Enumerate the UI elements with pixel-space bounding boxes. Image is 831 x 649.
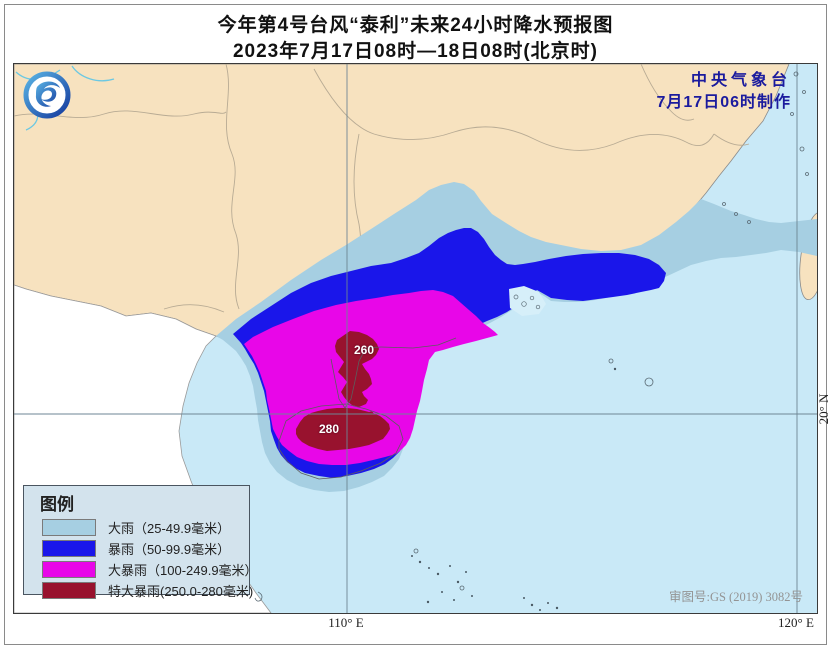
province-boundaries [14, 64, 750, 313]
legend-swatch-extreme-rainstorm [42, 581, 96, 599]
legend-swatch-heavy-rain [42, 518, 96, 536]
x-tick-120e: 120° E [778, 615, 814, 630]
legend-swatch-rainstorm [42, 539, 96, 557]
legend-label-extreme-rainstorm: 特大暴雨(250.0-280毫米) [108, 583, 254, 599]
map-title-line1: 今年第4号台风“泰利”未来24小时降水预报图 [217, 15, 614, 36]
contour-label-280: 280 [319, 422, 340, 436]
legend-row-rainstorm: 暴雨（50-99.9毫米） [24, 538, 249, 558]
coastline-overlays [278, 337, 457, 480]
sea-islands [254, 71, 809, 611]
legend-label-heavy-rain: 大雨（25-49.9毫米） [108, 520, 231, 536]
x-tick-110e: 110° E [328, 615, 364, 630]
rain-area-extreme-hainan [296, 408, 390, 451]
legend-label-heavy-rainstorm: 大暴雨（100-249.9毫米） [108, 562, 258, 578]
legend-row-heavy-rain: 大雨（25-49.9毫米） [24, 517, 249, 537]
legend-box: 图例 大雨（25-49.9毫米） 暴雨（50-99.9毫米） 大暴雨（100-2… [23, 485, 258, 599]
issue-time: 7月17日06时制作 [656, 94, 791, 111]
estuary-islands [513, 294, 541, 310]
map-approval-number: 审图号:GS (2019) 3082号 [668, 590, 803, 604]
agency-name: 中央气象台 [690, 72, 791, 89]
contour-label-260: 260 [354, 343, 375, 357]
graticule-lines [14, 64, 817, 613]
legend-row-heavy-rainstorm: 大暴雨（100-249.9毫米） [24, 559, 258, 579]
map-canvas: 中央气象台 7月17日06时制作 260 280 图例 大雨（25-49.9毫米… [13, 63, 818, 614]
legend-swatch-heavy-rainstorm [42, 560, 96, 578]
map-title-line2: 2023年7月17日08时—18日08时(北京时) [232, 41, 599, 62]
agency-credit: 中央气象台 7月17日06时制作 [657, 70, 792, 114]
y-tick-20n: 20° N [816, 393, 831, 425]
cma-logo [23, 71, 71, 119]
legend-row-extreme-rainstorm: 特大暴雨(250.0-280毫米) [24, 580, 253, 600]
legend-title: 图例 [40, 495, 74, 514]
legend-label-rainstorm: 暴雨（50-99.9毫米） [108, 541, 231, 557]
